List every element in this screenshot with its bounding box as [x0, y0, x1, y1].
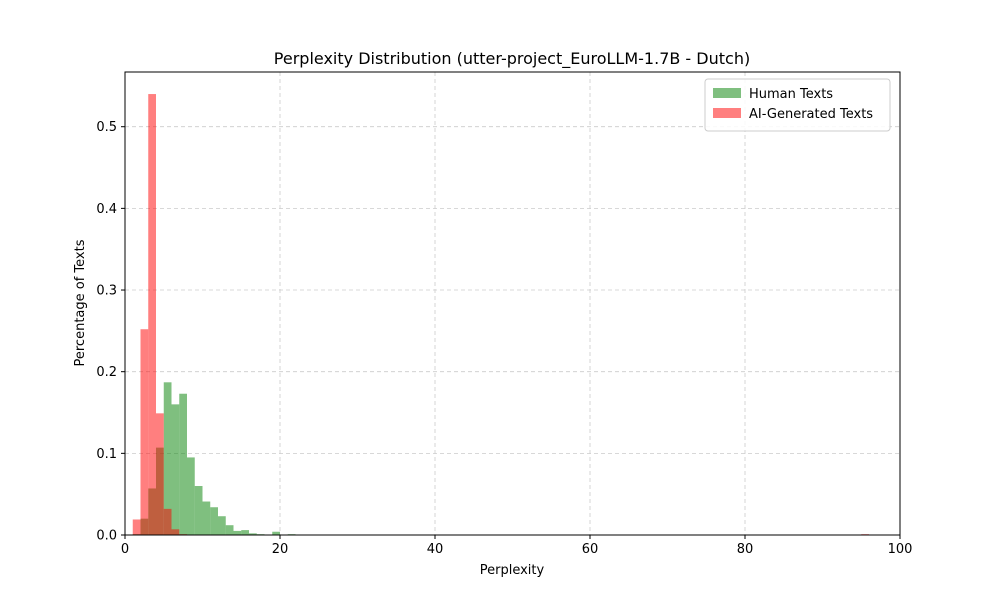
y-tick-label: 0.1 [96, 447, 117, 462]
x-tick-label: 60 [582, 542, 599, 557]
legend-label: AI-Generated Texts [749, 107, 873, 122]
x-tick-label: 20 [272, 542, 289, 557]
histogram-bar [179, 393, 187, 535]
histogram-bar [132, 519, 141, 535]
histogram-bar [163, 382, 172, 535]
legend: Human Texts AI-Generated Texts [704, 78, 891, 132]
histogram-bars [132, 94, 869, 536]
histogram-bar [249, 533, 257, 535]
y-tick-label: 0.2 [96, 365, 117, 380]
histogram-bar [171, 404, 180, 535]
x-tick-label: 40 [427, 542, 444, 557]
y-tick-label: 0.3 [96, 284, 117, 299]
histogram-bar [156, 413, 164, 535]
x-axis: 0 20 40 60 80 100 [121, 535, 913, 557]
histogram-bar [202, 501, 211, 535]
x-tick-label: 100 [888, 542, 913, 557]
histogram-bar [148, 94, 156, 536]
y-axis-label: Percentage of Texts [73, 239, 88, 366]
histogram-bar [194, 486, 203, 535]
chart-title: Perplexity Distribution (utter-project_E… [274, 49, 750, 69]
x-axis-label: Perplexity [480, 563, 545, 578]
histogram-bar [233, 530, 242, 535]
histogram-bar [241, 530, 249, 535]
y-tick-label: 0.5 [96, 120, 117, 135]
histogram-bar [163, 508, 172, 535]
legend-box [704, 78, 891, 132]
x-tick-label: 0 [121, 542, 129, 557]
y-axis: 0.0 0.1 0.2 0.3 0.4 0.5 [96, 120, 125, 544]
y-tick-label: 0.0 [96, 529, 117, 544]
y-tick-label: 0.4 [96, 202, 117, 217]
histogram-bar [187, 457, 195, 535]
histogram-bar [218, 516, 226, 535]
histogram-bar [225, 525, 234, 535]
histogram-bar [171, 529, 180, 535]
x-tick-label: 80 [737, 542, 754, 557]
plot-frame [124, 71, 901, 536]
histogram-bar [210, 507, 218, 535]
legend-swatch [713, 88, 741, 98]
legend-swatch [713, 108, 741, 118]
histogram-bar [272, 531, 280, 535]
legend-label: Human Texts [749, 87, 833, 102]
histogram-bar [140, 329, 149, 535]
